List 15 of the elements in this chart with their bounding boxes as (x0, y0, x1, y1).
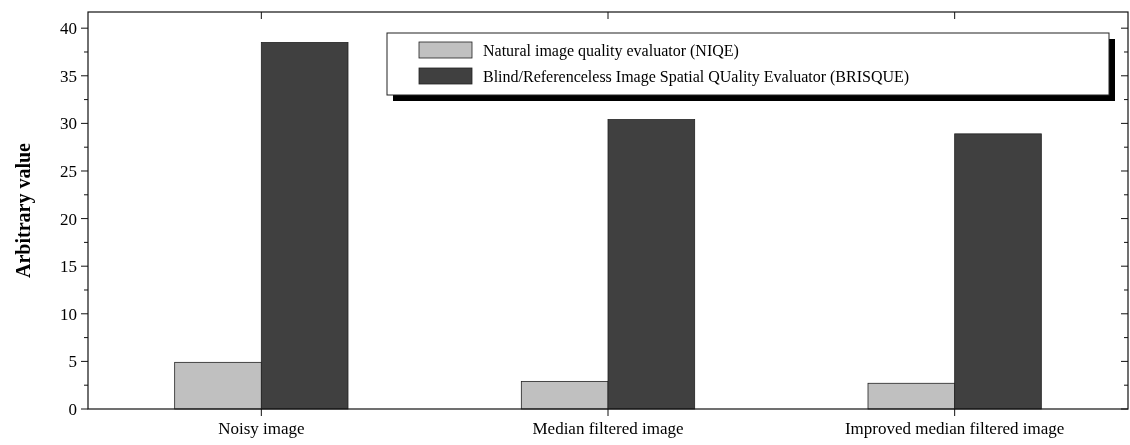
y-tick-label: 15 (60, 257, 77, 277)
y-tick-label: 25 (60, 161, 77, 181)
x-tick-label: Improved median filtered image (844, 419, 1065, 438)
x-tick-label: Noisy image (218, 419, 305, 438)
y-tick-label: 0 (68, 399, 77, 419)
legend-label: Natural image quality evaluator (NIQE) (483, 41, 739, 60)
y-tick-label: 30 (60, 114, 77, 134)
x-tick-label: Median filtered image (532, 419, 684, 438)
y-tick-label: 10 (60, 304, 77, 324)
y-tick-label: 40 (60, 19, 77, 39)
y-tick-label: 5 (68, 352, 77, 372)
legend-label: Blind/Referenceless Image Spatial QUality Evaluator (BRISQUE) (483, 67, 910, 86)
y-axis-title: Arbitrary value (12, 142, 35, 278)
y-tick-label: 35 (60, 66, 77, 86)
y-tick-label: 20 (60, 209, 77, 229)
